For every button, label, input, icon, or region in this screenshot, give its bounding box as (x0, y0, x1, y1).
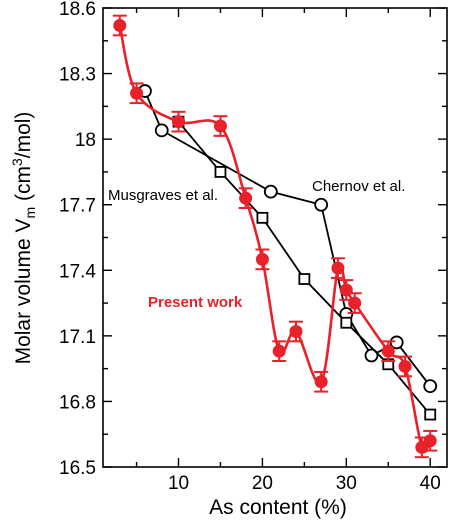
y-axis-title-unit-post: /mol) (12, 112, 35, 159)
x-tick-label: 30 (336, 473, 357, 494)
axis-tick-labels: 10 20 30 40 16.5 16.8 17.1 17.4 17.7 18 18.3 18.6 (59, 0, 441, 494)
data-point (154, 123, 169, 138)
data-point (423, 379, 438, 394)
series-musgraves-et-al (172, 115, 437, 421)
annotation-musgraves: Musgraves et al. (108, 187, 218, 204)
data-point (348, 296, 362, 310)
data-point (381, 344, 395, 358)
y-axis-title-sub: m (22, 207, 38, 219)
data-point (213, 119, 227, 133)
series-line (177, 121, 431, 416)
data-point (214, 166, 227, 178)
x-axis-title: As content (%) (209, 496, 347, 519)
data-point (331, 261, 345, 275)
y-axis-title: Molar volume Vm (cm3/mol) (9, 112, 38, 365)
data-point (272, 344, 286, 358)
y-axis-title-unit-pre: (cm (12, 166, 35, 207)
y-tick-label: 17.7 (59, 196, 96, 217)
axis-ticks (103, 7, 447, 468)
data-point (255, 252, 269, 266)
data-point (423, 434, 437, 448)
data-point (263, 184, 278, 199)
data-point (239, 191, 253, 205)
y-tick-label: 17.1 (59, 327, 96, 348)
data-point (364, 348, 379, 363)
data-point (130, 86, 144, 100)
annotation-present-work: Present work (148, 294, 243, 311)
y-tick-label: 18.6 (59, 0, 96, 20)
data-point (424, 408, 437, 421)
data-point (340, 316, 353, 329)
x-tick-label: 40 (420, 473, 441, 494)
y-tick-label: 18.3 (59, 65, 96, 86)
y-tick-label: 18 (75, 130, 96, 151)
data-point (398, 359, 412, 373)
y-tick-label: 16.5 (59, 458, 96, 479)
series-present-work (112, 14, 438, 459)
data-point (172, 115, 186, 129)
series-layer (112, 14, 438, 459)
y-axis-title-prefix: Molar volume V (12, 219, 35, 365)
data-point (389, 335, 404, 350)
annotation-chernov: Chernov et al. (312, 178, 405, 195)
y-axis-title-sup: 3 (9, 158, 25, 166)
y-tick-label: 17.4 (59, 261, 96, 282)
data-point (314, 375, 328, 389)
x-tick-label: 10 (168, 473, 189, 494)
data-point (339, 283, 353, 297)
series-line (118, 25, 432, 453)
data-point (314, 197, 329, 212)
y-tick-label: 16.8 (59, 392, 96, 413)
data-point (289, 324, 303, 338)
data-point (298, 273, 311, 285)
x-tick-label: 20 (252, 473, 273, 494)
data-point (113, 18, 127, 32)
data-point (256, 211, 269, 224)
